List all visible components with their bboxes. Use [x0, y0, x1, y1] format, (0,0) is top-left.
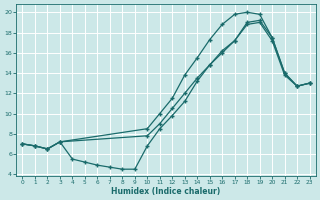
X-axis label: Humidex (Indice chaleur): Humidex (Indice chaleur) — [111, 187, 221, 196]
